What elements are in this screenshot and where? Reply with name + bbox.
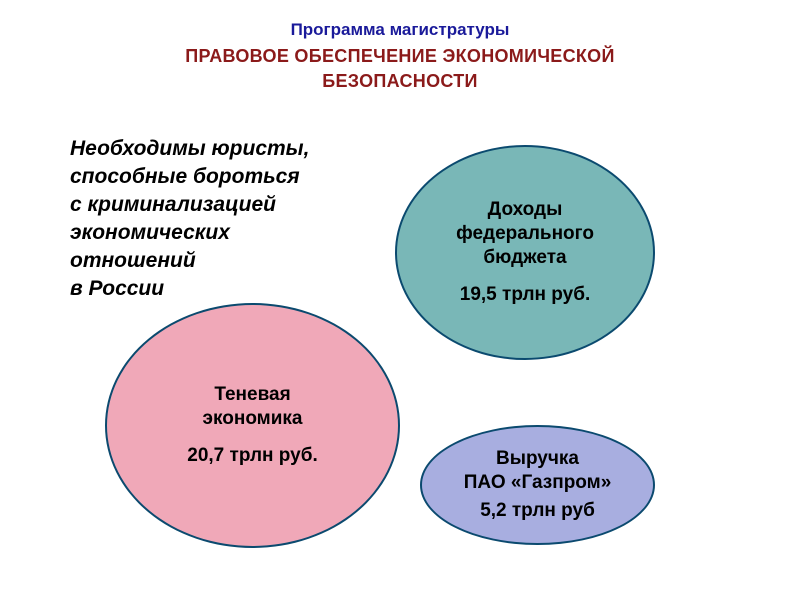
ellipse-label: Теневая <box>214 383 290 407</box>
side-text-line: с криминализацией <box>70 191 309 219</box>
slide-stage: Программа магистратуры ПРАВОВОЕ ОБЕСПЕЧЕ… <box>0 0 800 600</box>
ellipse-value: 5,2 трлн руб <box>480 499 595 523</box>
side-text-line: в России <box>70 275 309 303</box>
ellipse-label: федерального <box>456 222 594 246</box>
ellipse-gazprom-revenue: Выручка ПАО «Газпром» 5,2 трлн руб <box>420 425 655 545</box>
ellipse-shadow-economy: Теневая экономика 20,7 трлн руб. <box>105 303 400 548</box>
ellipse-label: Выручка <box>496 447 579 471</box>
ellipse-federal-budget: Доходы федерального бюджета 19,5 трлн ру… <box>395 145 655 360</box>
ellipse-label: Доходы <box>488 198 563 222</box>
header-line-2: ПРАВОВОЕ ОБЕСПЕЧЕНИЕ ЭКОНОМИЧЕСКОЙ <box>0 46 800 67</box>
header-line-3: БЕЗОПАСНОСТИ <box>0 71 800 92</box>
side-text-line: экономических <box>70 219 309 247</box>
ellipse-label: экономика <box>202 407 302 431</box>
ellipse-label: бюджета <box>483 246 566 270</box>
header-line-1: Программа магистратуры <box>0 20 800 40</box>
ellipse-value: 19,5 трлн руб. <box>460 283 590 307</box>
ellipse-value: 20,7 трлн руб. <box>187 444 317 468</box>
side-text: Необходимы юристы, способные бороться с … <box>70 135 309 303</box>
side-text-line: отношений <box>70 247 309 275</box>
side-text-line: способные бороться <box>70 163 309 191</box>
header-block: Программа магистратуры ПРАВОВОЕ ОБЕСПЕЧЕ… <box>0 0 800 92</box>
ellipse-label: ПАО «Газпром» <box>464 471 612 495</box>
side-text-line: Необходимы юристы, <box>70 135 309 163</box>
